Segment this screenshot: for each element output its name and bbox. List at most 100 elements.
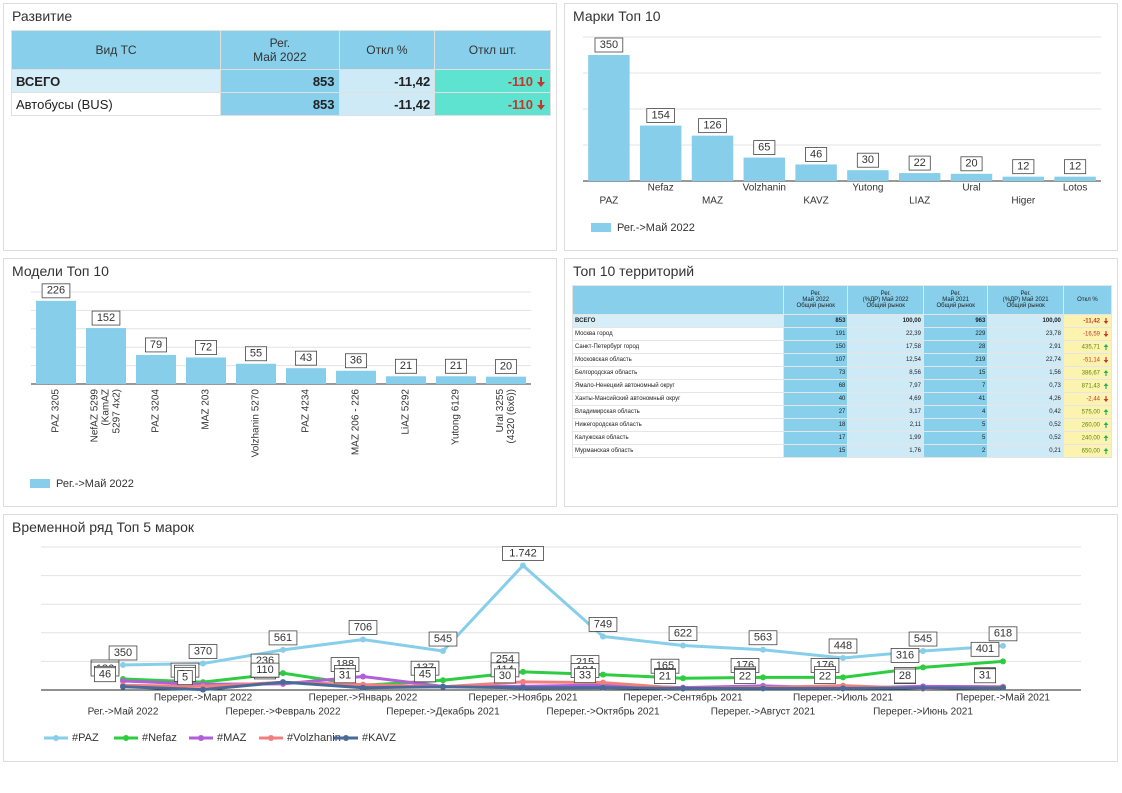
cell: 219: [922, 353, 989, 367]
bar: [186, 357, 226, 384]
trend-icon: [537, 100, 545, 111]
cell: 27: [782, 405, 849, 419]
label-box: [856, 152, 879, 168]
cell-text: 12,54: [905, 357, 921, 363]
row: Мурманская область 15 1,76 2 0,21 650,00: [572, 444, 1113, 458]
value-label: 401: [976, 643, 994, 655]
header-text: Рег.: [880, 291, 891, 297]
bar: [639, 125, 682, 181]
x-tick-label: Yutong 6129: [451, 389, 462, 446]
label-box: [94, 667, 117, 683]
cell: 853: [782, 314, 849, 328]
label-box: [828, 638, 858, 654]
value-label: 30: [862, 154, 874, 166]
bar: [588, 55, 630, 181]
cell: 853: [220, 69, 340, 93]
point: [1000, 642, 1006, 649]
header-text: Общий рынок: [936, 303, 975, 309]
cell-text: 1,99: [909, 435, 921, 441]
header-cell: Рег. (%ДР) Май 2021 Общий рынок: [987, 285, 1064, 315]
point: [520, 562, 526, 569]
header-cell: Откл шт.: [434, 30, 551, 70]
label-box: [444, 358, 467, 374]
x-tick-label: PAZ 4234: [301, 389, 312, 433]
point: [1000, 684, 1006, 691]
line: [122, 563, 1004, 667]
bar: [1002, 176, 1045, 181]
point: [760, 685, 766, 692]
value-label: 22: [739, 670, 751, 682]
x-tick-label: KAVZ: [803, 196, 828, 207]
cell-text: 963: [975, 318, 986, 324]
bar: [236, 363, 276, 384]
label-box: [646, 108, 676, 123]
header-text: (%ДР) Май 2022: [862, 297, 909, 303]
x-tick-label: Перерег.->Май 2021: [956, 693, 1050, 704]
value-label: 46: [810, 148, 822, 160]
cell-text: 2,11: [909, 422, 921, 428]
cell-text: 240,00: [1081, 435, 1100, 442]
cell-text: 0,21: [1049, 448, 1061, 454]
cell: 435,71: [1062, 340, 1113, 354]
label-box: [394, 358, 417, 374]
cell: 575,00: [1062, 405, 1113, 419]
header-text: Рег.: [950, 291, 961, 297]
point: [600, 671, 606, 678]
cell-text: 386,67: [1081, 370, 1100, 377]
cell-text: Московская область: [575, 357, 632, 363]
label-box: [890, 648, 920, 663]
cell-text: -110: [507, 96, 533, 112]
cell: 386,67: [1062, 366, 1113, 380]
header-text: Общий рынок: [866, 303, 905, 309]
cell: 0,21: [987, 444, 1064, 458]
x-tick-label: MAZ 203: [201, 389, 212, 430]
point: [920, 648, 926, 655]
x-tick-label: Ural: [962, 183, 980, 194]
header-text: Рег.: [269, 36, 291, 50]
bar: [436, 376, 476, 384]
value-label: 622: [674, 627, 692, 639]
cell-text: Ямало-Ненецкий автономный округ: [575, 383, 675, 389]
value-label: 33: [579, 670, 591, 682]
panel: Временной ряд Топ 5 марок Рег.->Май 2022…: [3, 514, 1118, 762]
label-box: [814, 669, 837, 684]
value-label: 21: [659, 670, 671, 682]
cell-text: Санкт-Петербург город: [575, 344, 640, 350]
point: [920, 664, 926, 671]
header-cell: Откл %: [1062, 285, 1113, 315]
point: [760, 646, 766, 653]
x-tick-label: LiAZ 5292: [401, 389, 412, 435]
trend-icon: [1103, 395, 1109, 402]
bar: [743, 157, 786, 181]
panel-title: Временной ряд Топ 5 марок: [12, 519, 195, 535]
cell-text: 1,56: [1049, 370, 1061, 376]
value-label: 43: [300, 352, 312, 364]
value-label: 21: [450, 360, 462, 372]
x-tick-label: Higer: [1011, 196, 1036, 207]
x-tick-label: Volzhanin: [743, 183, 786, 194]
label-box: [294, 350, 317, 366]
cell: 28: [922, 340, 989, 354]
panel-title: Развитие: [12, 8, 73, 24]
cell: 4: [922, 405, 989, 419]
value-label: 706: [354, 621, 372, 633]
cell: 4,26: [987, 392, 1064, 406]
x-tick-label: Перерег.->Сентябрь 2021: [623, 692, 743, 704]
label-box: [268, 630, 298, 646]
cell-text: 0,42: [1049, 409, 1061, 415]
cell: 0,42: [987, 405, 1064, 419]
header-text: Общий рынок: [1006, 303, 1045, 309]
cell: 3,17: [847, 405, 924, 419]
cell-text: 191: [835, 331, 846, 337]
label-box: [960, 156, 983, 172]
value-label: 46: [99, 669, 111, 681]
point: [120, 661, 126, 668]
cell: Владимирская область: [572, 405, 784, 419]
cell-text: 150: [835, 344, 846, 350]
cell: 2,91: [987, 340, 1064, 354]
cell: 18: [782, 418, 849, 432]
label-box: [348, 620, 378, 635]
point: [840, 674, 846, 681]
cell-text: 15: [838, 448, 846, 454]
label-box: [748, 630, 778, 646]
